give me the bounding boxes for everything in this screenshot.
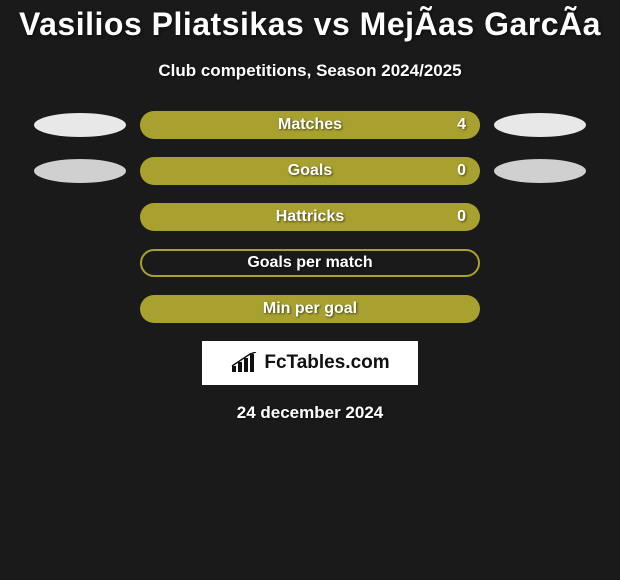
stat-row-goals: Goals 0 bbox=[0, 157, 620, 185]
stat-bar-min-per-goal: Min per goal bbox=[140, 295, 480, 323]
stats-container: Matches 4 Goals 0 Hattricks 0 Goals per … bbox=[0, 111, 620, 323]
stat-bar-goals: Goals 0 bbox=[140, 157, 480, 185]
stat-label: Matches bbox=[278, 116, 342, 134]
stat-value-right: 0 bbox=[457, 208, 466, 226]
source-logo: FcTables.com bbox=[202, 341, 418, 385]
avatar-right bbox=[490, 111, 590, 139]
avatar-right bbox=[490, 157, 590, 185]
footer-date: 24 december 2024 bbox=[0, 403, 620, 423]
avatar-placeholder-icon bbox=[494, 159, 586, 183]
stat-label: Goals bbox=[288, 162, 332, 180]
stat-row-min-per-goal: Min per goal bbox=[0, 295, 620, 323]
stat-row-matches: Matches 4 bbox=[0, 111, 620, 139]
stat-value-right: 0 bbox=[457, 162, 466, 180]
avatar-left bbox=[30, 111, 130, 139]
stat-bar-hattricks: Hattricks 0 bbox=[140, 203, 480, 231]
logo-text: FcTables.com bbox=[264, 352, 389, 374]
logo-inner: FcTables.com bbox=[230, 352, 389, 374]
avatar-placeholder-icon bbox=[494, 113, 586, 137]
bar-chart-icon bbox=[230, 352, 258, 374]
stat-row-goals-per-match: Goals per match bbox=[0, 249, 620, 277]
stat-bar-goals-per-match: Goals per match bbox=[140, 249, 480, 277]
avatar-left bbox=[30, 157, 130, 185]
stat-bar-matches: Matches 4 bbox=[140, 111, 480, 139]
page-subtitle: Club competitions, Season 2024/2025 bbox=[0, 61, 620, 81]
stat-label: Goals per match bbox=[247, 254, 372, 272]
stat-row-hattricks: Hattricks 0 bbox=[0, 203, 620, 231]
stat-label: Min per goal bbox=[263, 300, 357, 318]
page-title: Vasilios Pliatsikas vs MejÃas GarcÃa bbox=[0, 0, 620, 43]
avatar-placeholder-icon bbox=[34, 113, 126, 137]
stat-label: Hattricks bbox=[276, 208, 344, 226]
stat-value-right: 4 bbox=[457, 116, 466, 134]
avatar-placeholder-icon bbox=[34, 159, 126, 183]
